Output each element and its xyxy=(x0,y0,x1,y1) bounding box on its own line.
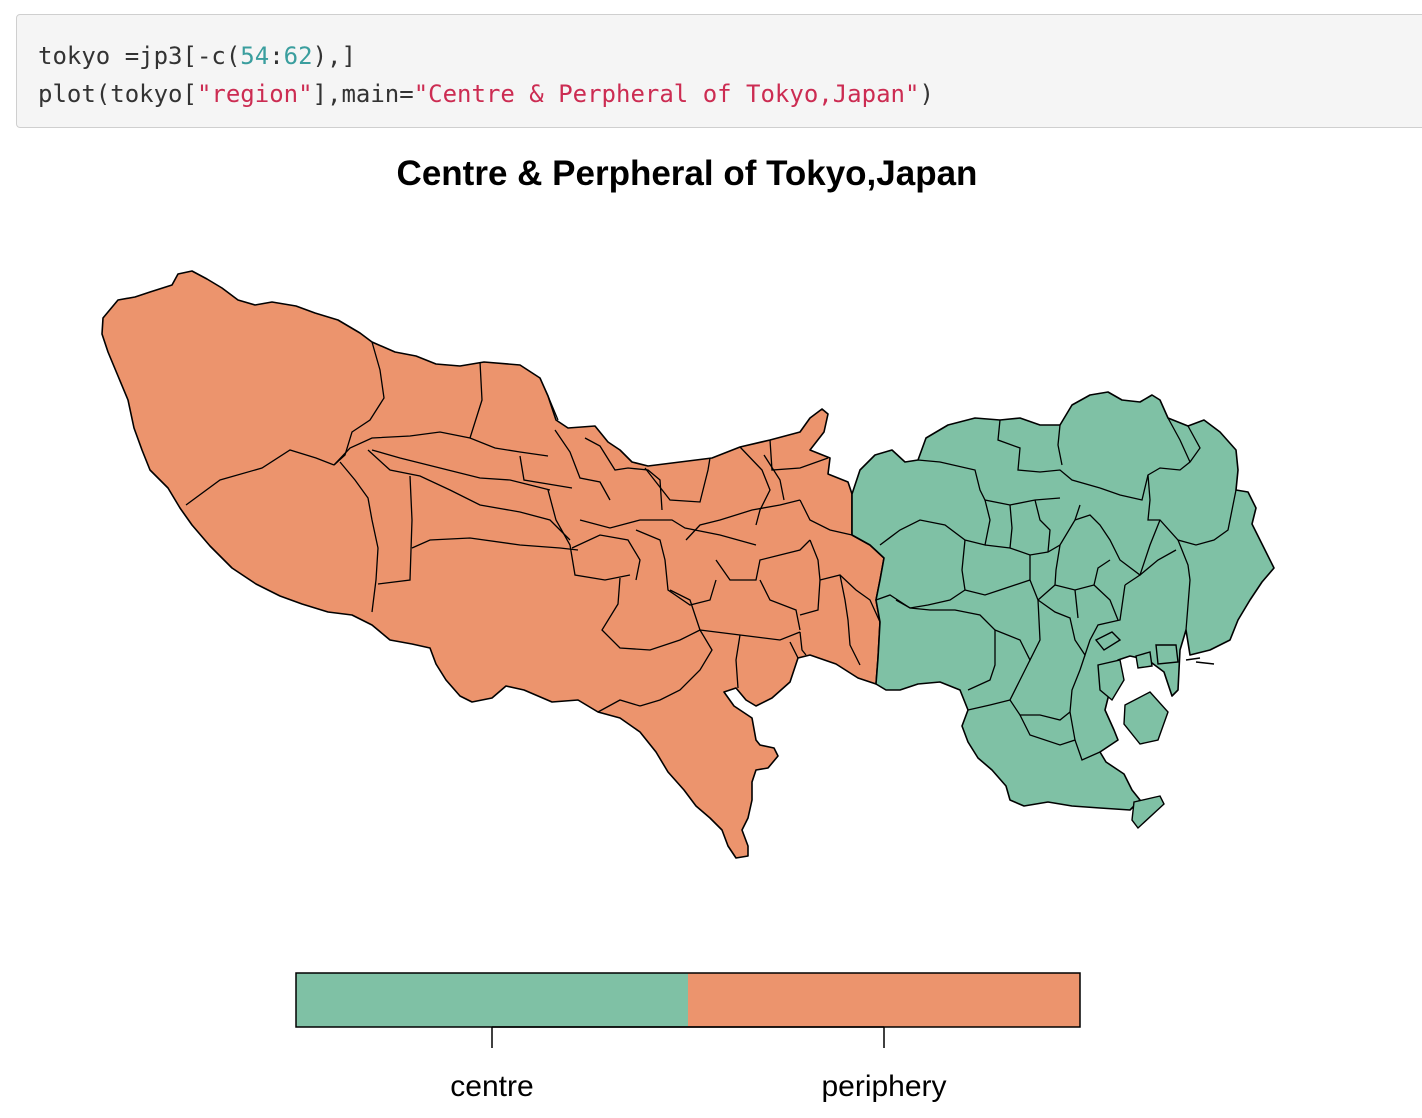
map-region-periphery xyxy=(101,270,885,859)
plot-title: Centre & Perpheral of Tokyo,Japan xyxy=(396,154,978,193)
tokyo-region-map xyxy=(101,270,1275,1048)
legend-label-centre: centre xyxy=(450,1070,534,1103)
code-string: "Centre & Perpheral of Tokyo,Japan" xyxy=(413,80,920,108)
periphery-boundaries xyxy=(185,341,881,713)
legend-label-periphery: periphery xyxy=(821,1070,947,1103)
map-region-centre xyxy=(851,391,1275,811)
centre-boundaries xyxy=(875,417,1237,761)
bay-islands xyxy=(1094,631,1215,830)
code-line-1: tokyo =jp3[-c(54:62),] xyxy=(38,37,1422,75)
code-token: ) xyxy=(919,80,934,108)
code-token: tokyo =jp3[-c( xyxy=(38,42,241,70)
legend xyxy=(295,972,1081,1048)
code-string: "region" xyxy=(196,80,313,108)
code-token: plot(tokyo[ xyxy=(38,80,197,108)
code-token: : xyxy=(269,42,284,70)
legend-axis xyxy=(491,1026,885,1048)
legend-swatch-periphery xyxy=(688,973,1080,1027)
code-line-2: plot(tokyo["region"],main="Centre & Perp… xyxy=(38,75,1422,113)
code-number: 54 xyxy=(240,42,270,70)
code-token: ],main= xyxy=(312,80,414,108)
legend-swatch-centre xyxy=(296,973,688,1027)
plot-output: Centre & Perpheral of Tokyo,Japan xyxy=(0,140,1422,1118)
code-cell[interactable]: tokyo =jp3[-c(54:62),] plot(tokyo["region… xyxy=(16,14,1422,128)
code-number: 62 xyxy=(283,42,313,70)
code-token: ),] xyxy=(312,42,356,70)
